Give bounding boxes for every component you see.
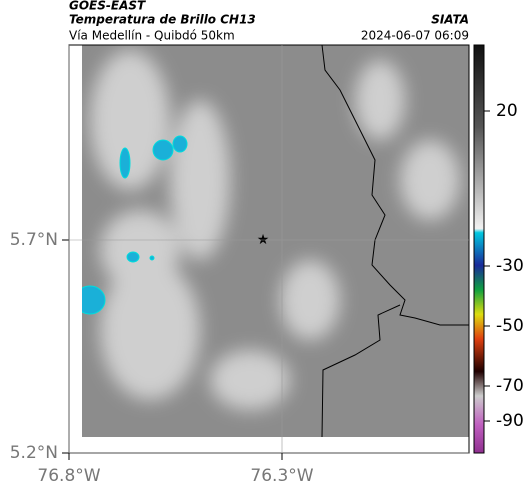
lat-tick-label: 5.7°N bbox=[10, 230, 58, 250]
source: SIATA bbox=[431, 13, 469, 27]
colorbar-tick-label: -50 bbox=[496, 316, 524, 336]
lon-tick-label: 76.3°W bbox=[250, 466, 313, 486]
imagery bbox=[82, 45, 469, 437]
timestamp: 2024-06-07 06:09 bbox=[361, 29, 469, 43]
colorbar-tick-label: -30 bbox=[496, 256, 524, 276]
title: GOES-EAST bbox=[69, 0, 146, 13]
colorbar-tick-label: 20 bbox=[496, 101, 518, 121]
colorbar-tick-label: -90 bbox=[496, 411, 524, 431]
lon-tick-label: 76.8°W bbox=[37, 466, 100, 486]
colorbar bbox=[473, 44, 485, 454]
subtitle: Temperatura de Brillo CH13 bbox=[69, 13, 256, 27]
colorbar-tick-label: -70 bbox=[496, 376, 524, 396]
region: Vía Medellín - Quibdó 50km bbox=[69, 29, 235, 43]
lat-tick-label: 5.2°N bbox=[10, 443, 58, 463]
